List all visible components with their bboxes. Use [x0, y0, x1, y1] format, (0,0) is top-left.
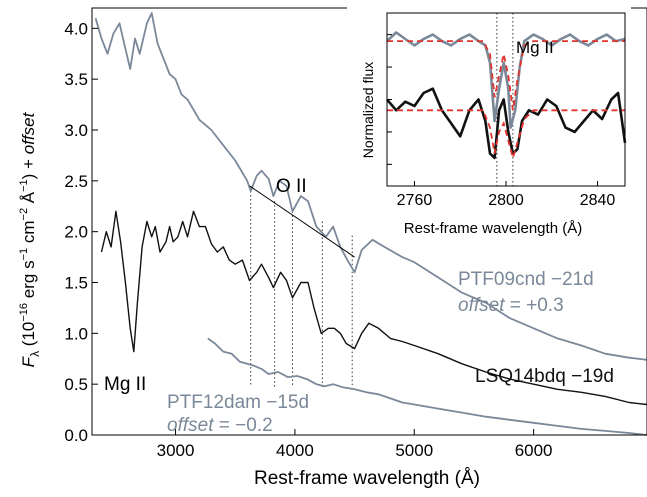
ylabel-f: F: [19, 355, 38, 367]
inset-x-axis-label: Rest-frame wavelength (Å): [404, 220, 582, 237]
main-x-axis-label: Rest-frame wavelength (Å): [254, 468, 480, 489]
offset-eq-ptf09cnd: =: [504, 295, 526, 316]
offset-label-ptf09cnd: offset = +0.3: [458, 295, 564, 316]
series-line-1: [100, 210, 647, 406]
x-tick-label: 4000: [276, 441, 314, 460]
inset-fit-line-0: [387, 40, 625, 111]
ylabel-unit-5: ) +: [19, 154, 38, 179]
inset-x-tick-label: 2840: [580, 192, 616, 209]
o2-guide-line: [249, 185, 355, 258]
y-tick-label: 3.0: [64, 121, 88, 140]
o2-annotation: O II: [276, 176, 307, 197]
inset-mg2-marker-lines: [496, 13, 514, 186]
inset-x-tick-label: 2800: [488, 192, 524, 209]
main-y-ticks: 0.0 0.5 1.0 1.5 2.0 2.5 3.0 3.5 4.0: [64, 19, 98, 445]
ylabel-exp-2: −1: [18, 248, 30, 261]
inset-series: [386, 31, 627, 162]
x-tick-label: 6000: [515, 441, 553, 460]
series-line-0: [94, 12, 647, 361]
offset-eq-ptf12dam: =: [213, 415, 235, 436]
mg2-annotation: Mg II: [104, 374, 146, 395]
offset-word-ptf12dam: offset: [167, 415, 214, 436]
inset-x-ticks: 2760 2800 2840: [397, 181, 616, 209]
inset-x-tick-label: 2760: [397, 192, 433, 209]
inset-y-axis-label: Normalized flux: [360, 62, 376, 158]
x-tick-label: 3000: [157, 441, 195, 460]
main-x-ticks: 3000 4000 5000 6000: [157, 429, 553, 460]
y-tick-label: 1.5: [64, 274, 88, 293]
inset-y-ticks: [387, 34, 392, 165]
mg2-inset-chart: 2760 2800 2840 Mg II Rest-frame wavelength…: [347, 7, 631, 237]
ylabel-exp-1: −16: [18, 303, 30, 322]
spectra-series: [94, 12, 647, 436]
ylabel-unit-1: (10: [19, 322, 38, 351]
ylabel-exp-3: −2: [18, 208, 30, 221]
ylabel-unit-2: erg s: [19, 260, 38, 303]
inset-series-line-1: [386, 87, 627, 160]
series-label-ptf12dam: PTF12dam −15d: [167, 392, 309, 413]
y-tick-label: 2.0: [64, 223, 88, 242]
main-spectrum-chart: 3000 4000 5000 6000 0.0 0.5 1.0 1.5 2.0 2.5 3.0 3.…: [18, 7, 647, 489]
x-tick-label: 5000: [395, 441, 433, 460]
ylabel-lambda: λ: [28, 351, 42, 357]
series-line-2: [207, 337, 647, 436]
inset-fit-line-1: [387, 109, 625, 162]
ylabel-unit-3: cm: [19, 220, 38, 247]
main-y-axis-label: Fλ (10−16 erg s−1 cm−2 Å−1) + offset: [18, 111, 42, 367]
series-label-lsq14bdq: LSQ14bdq −19d: [475, 366, 614, 387]
ylabel-unit-4: Å: [19, 191, 38, 208]
y-tick-label: 0.5: [64, 375, 88, 394]
y-tick-label: 0.0: [64, 426, 88, 445]
ylabel-offset: offset: [19, 111, 38, 154]
offset-value-ptf09cnd: +0.3: [526, 295, 564, 316]
y-tick-label: 3.5: [64, 70, 88, 89]
y-tick-label: 2.5: [64, 172, 88, 191]
y-tick-label: 1.0: [64, 324, 88, 343]
inset-series-line-0: [386, 31, 626, 129]
o2-marker-lines: [250, 191, 353, 387]
offset-label-ptf12dam: offset = −0.2: [167, 415, 273, 436]
y-tick-label: 4.0: [64, 19, 88, 38]
series-label-ptf09cnd: PTF09cnd −21d: [458, 269, 594, 290]
ylabel-exp-4: −1: [18, 179, 30, 192]
offset-value-ptf12dam: −0.2: [235, 415, 273, 436]
inset-title: Mg II: [516, 38, 554, 57]
offset-word-ptf09cnd: offset: [458, 295, 505, 316]
